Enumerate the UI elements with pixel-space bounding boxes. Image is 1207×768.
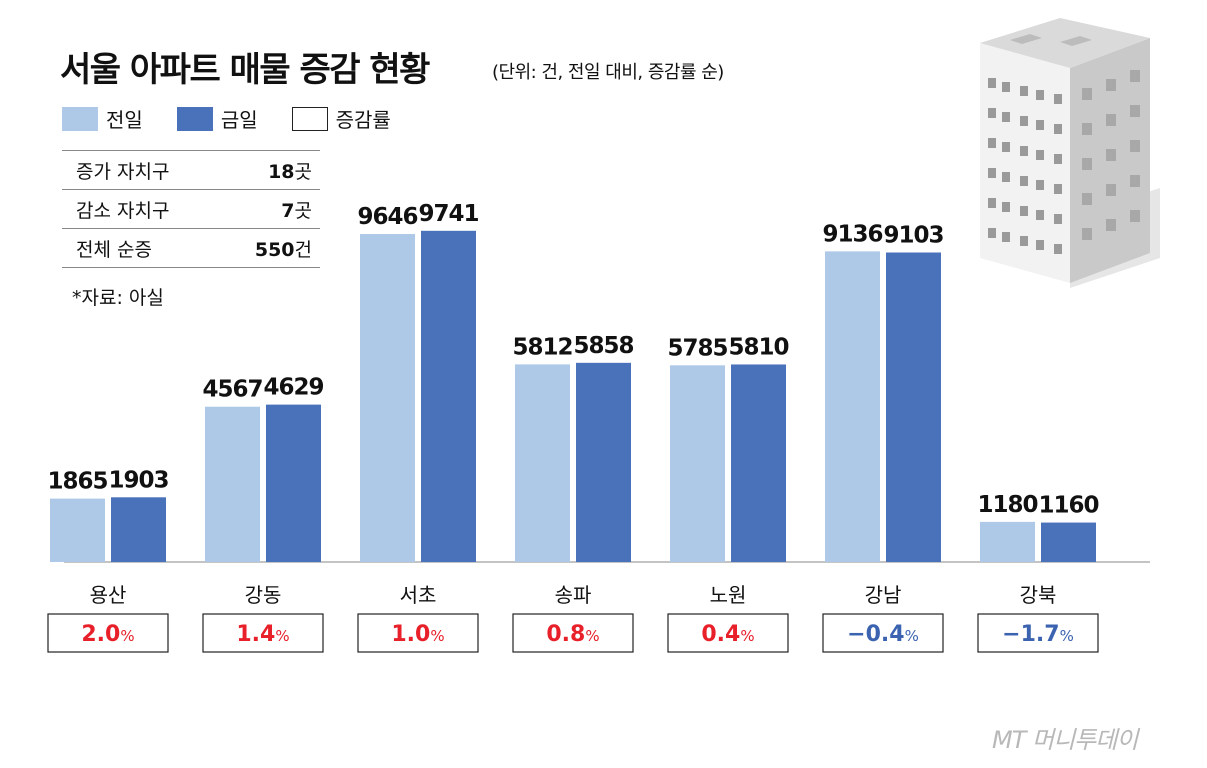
summary-value: 550건 [218,228,320,268]
bar-today [266,404,321,562]
brand-watermark: MT 머니투데이 [992,726,1138,754]
legend-swatch-today [176,106,213,131]
summary-row: 전체 순증 550건 [62,228,320,268]
category-label: 강남 [865,583,902,607]
bar-today [731,364,786,562]
category-label: 노원 [710,583,747,607]
legend-swatch-rate [291,106,328,131]
category-label: 강북 [1020,583,1057,607]
data-label: 5812 [512,334,572,360]
legend-label-prev: 전일 [106,108,143,132]
legend: 전일 금일 증감률 [62,104,391,133]
bar-today [886,252,941,563]
summary-row: 증가 자치구 18곳 [62,150,320,190]
data-label: 1180 [977,492,1037,518]
legend-item-today: 금일 [176,104,258,133]
data-label: 5858 [573,333,633,359]
chart-title: 서울 아파트 매물 증감 현황 [60,50,430,90]
category-label: 송파 [555,583,592,607]
bar-today [1041,522,1096,562]
data-label: 9741 [418,201,478,227]
change-rate-box [667,613,789,653]
category-label: 강동 [245,583,282,607]
data-label: 9103 [883,222,943,248]
bar-prev [50,498,105,562]
change-rate-box [977,613,1099,653]
legend-item-rate: 증감률 [291,104,391,133]
legend-label-rate: 증감률 [335,108,391,132]
data-label: 1160 [1038,493,1098,519]
change-rate-box [202,613,324,653]
data-label: 4567 [202,377,262,403]
source-note: *자료: 아실 [72,287,164,309]
legend-item-prev: 전일 [62,104,143,133]
summary-label: 전체 순증 [62,228,219,268]
change-rate-label: −0.4% [847,622,919,647]
change-rate-label: 0.8% [546,622,599,647]
apartment-building-illustration [980,18,1160,288]
change-rate-label: 0.4% [701,622,754,647]
data-label: 1865 [47,469,107,495]
summary-label: 증가 자치구 [62,150,219,190]
change-rate-label: 1.0% [391,622,444,647]
change-rate-box [47,613,169,653]
legend-swatch-prev [62,106,98,131]
chart-subtitle: (단위: 건, 전일 대비, 증감률 순) [492,62,724,83]
bar-prev [515,364,570,562]
category-label: 서초 [400,583,437,607]
bar-prev [980,521,1035,562]
change-rate-label: 2.0% [81,622,134,647]
change-rate-label: 1.4% [236,622,289,647]
change-rate-box [822,613,944,653]
legend-label-today: 금일 [220,108,258,132]
summary-value: 7곳 [218,189,320,229]
data-label: 5785 [667,335,727,361]
bar-today [421,230,476,562]
summary-table: 증가 자치구 18곳 감소 자치구 7곳 전체 순증 550건 [62,150,320,268]
category-label: 용산 [90,583,127,607]
data-label: 9136 [822,221,882,247]
data-label: 4629 [263,375,323,401]
data-label: 1903 [108,467,168,493]
summary-value: 18곳 [218,150,320,190]
summary-row: 감소 자치구 7곳 [62,189,320,229]
bar-today [576,362,631,562]
bar-prev [360,234,415,562]
change-rate-label: −1.7% [1002,622,1074,647]
change-rate-box [357,613,479,653]
bar-today [111,497,166,562]
change-rate-box [512,613,634,653]
data-label: 9646 [357,204,417,230]
bar-prev [670,365,725,562]
bar-prev [205,406,260,562]
data-label: 5810 [728,334,788,360]
summary-label: 감소 자치구 [62,189,219,229]
bar-prev [825,251,880,562]
